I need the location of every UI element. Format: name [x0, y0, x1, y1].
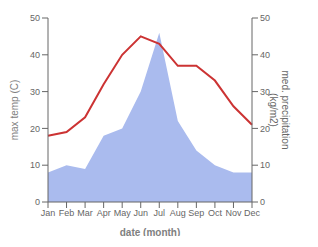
svg-text:50: 50 — [260, 13, 270, 23]
svg-text:Mar: Mar — [77, 208, 93, 218]
svg-text:Sep: Sep — [188, 208, 204, 218]
svg-text:30: 30 — [260, 87, 270, 97]
svg-text:40: 40 — [30, 50, 40, 60]
svg-text:50: 50 — [30, 13, 40, 23]
svg-text:Jul: Jul — [154, 208, 166, 218]
svg-text:10: 10 — [260, 160, 270, 170]
svg-text:0: 0 — [260, 197, 265, 207]
svg-text:Apr: Apr — [97, 208, 111, 218]
svg-text:20: 20 — [30, 124, 40, 134]
svg-text:40: 40 — [260, 50, 270, 60]
svg-text:max temp (C): max temp (C) — [9, 80, 20, 141]
svg-text:med. precipitation(kg/m2): med. precipitation(kg/m2) — [268, 71, 291, 150]
svg-text:10: 10 — [30, 160, 40, 170]
svg-text:20: 20 — [260, 124, 270, 134]
svg-text:Nov: Nov — [225, 208, 242, 218]
svg-text:date (month): date (month) — [120, 227, 181, 236]
svg-text:30: 30 — [30, 87, 40, 97]
svg-text:Feb: Feb — [59, 208, 75, 218]
svg-text:May: May — [114, 208, 132, 218]
svg-text:Oct: Oct — [208, 208, 223, 218]
svg-text:0: 0 — [35, 197, 40, 207]
svg-text:Dec: Dec — [244, 208, 261, 218]
svg-text:Jan: Jan — [41, 208, 56, 218]
svg-text:Jun: Jun — [133, 208, 148, 218]
svg-text:Aug: Aug — [170, 208, 186, 218]
